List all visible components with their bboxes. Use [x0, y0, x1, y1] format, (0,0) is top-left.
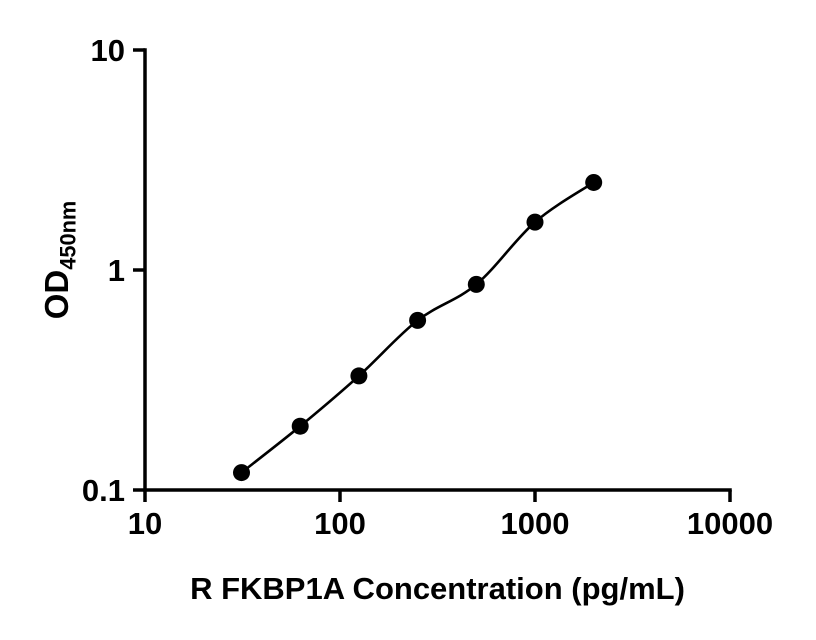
x-axis-tick-label: 10	[128, 506, 162, 541]
y-axis-tick-label: 0.1	[82, 473, 125, 508]
y-axis-title-subscript: 450nm	[55, 200, 81, 270]
y-axis-tick-label: 10	[91, 33, 125, 68]
x-axis-tick-label: 1000	[501, 506, 570, 541]
axis-lines	[143, 48, 732, 492]
data-point	[291, 417, 309, 435]
data-point	[526, 213, 544, 231]
x-axis-tick-label: 100	[314, 506, 366, 541]
data-point	[233, 464, 250, 482]
y-axis-title-main: OD	[38, 269, 75, 320]
data-point	[350, 367, 368, 385]
x-axis-title: R FKBP1A Concentration (pg/mL)	[190, 571, 685, 606]
y-axis-title: OD450nm	[35, 128, 81, 392]
y-axis-tick-label: 1	[108, 253, 125, 288]
data-point	[585, 173, 603, 191]
x-axis-tick-label: 10000	[687, 506, 773, 541]
data-point	[467, 275, 485, 293]
data-point	[409, 311, 427, 329]
